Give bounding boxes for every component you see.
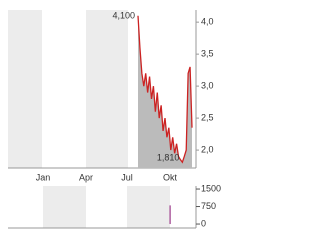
min-label: 1,810: [157, 152, 180, 162]
y-tick-label: 3,0: [201, 80, 214, 90]
y-tick-label: 1500: [201, 183, 221, 193]
band: [8, 10, 42, 168]
band: [43, 186, 86, 228]
volume-bar: [169, 205, 171, 225]
band: [86, 10, 128, 168]
x-tick-label: Okt: [163, 172, 178, 182]
y-tick-label: 3,5: [201, 49, 214, 59]
y-tick-label: 750: [201, 201, 216, 211]
x-tick-label: Jan: [36, 172, 51, 182]
y-tick-label: 4,0: [201, 17, 214, 27]
y-tick-label: 2,5: [201, 112, 214, 122]
price-line: [137, 15, 193, 164]
price-area: [138, 15, 192, 169]
band: [127, 186, 170, 228]
x-tick-label: Jul: [121, 172, 133, 182]
y-tick-label: 0: [201, 218, 206, 228]
x-tick-label: Apr: [79, 172, 93, 182]
stock-widget: 2,0 2,5 3,0 3,5 4,0 Jan Apr Jul Okt 4,100 1,810 0 75…: [8, 10, 221, 229]
max-label: 4,100: [112, 10, 135, 20]
y-tick-label: 2,0: [201, 144, 214, 154]
